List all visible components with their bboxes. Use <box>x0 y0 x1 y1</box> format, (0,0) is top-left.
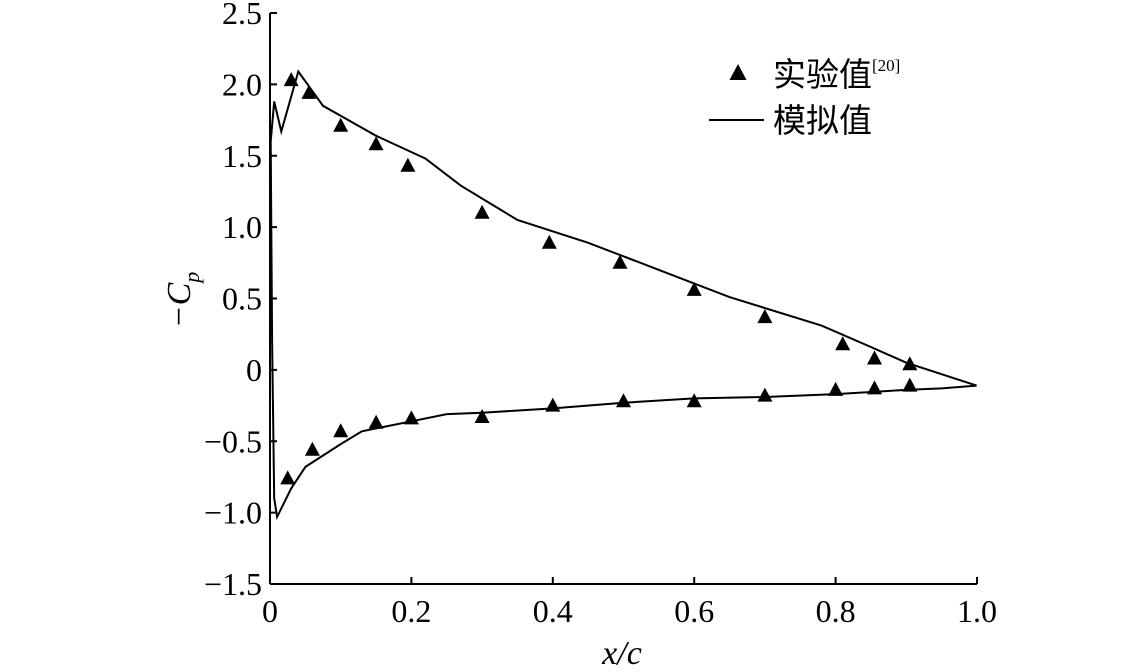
legend-item-simulated: 模拟值 <box>709 103 872 140</box>
y-tick-label: 1.5 <box>222 138 262 174</box>
experimental-point <box>400 157 416 172</box>
experimental-point <box>541 234 557 249</box>
legend-triangle-marker <box>729 64 747 80</box>
y-tick-label: 2.0 <box>222 66 262 102</box>
experimental-point <box>757 387 773 402</box>
simulated-series <box>269 69 977 521</box>
experimental-point <box>474 409 490 423</box>
legend-label-experimental-superscript: [20] <box>872 56 900 75</box>
experimental-point <box>686 393 702 408</box>
x-tick-label: 0.2 <box>391 593 431 629</box>
experimental-point <box>686 281 702 296</box>
y-tick-label: −0.5 <box>204 423 262 459</box>
experimental-point <box>867 380 882 395</box>
x-tick-label: 0.4 <box>533 593 573 629</box>
experimental-point <box>867 350 882 365</box>
experimental-point <box>902 377 918 392</box>
experimental-point <box>835 336 851 351</box>
y-axis-title-main: −C <box>161 282 198 328</box>
axes <box>269 12 978 585</box>
y-axis-title: −Cp <box>161 272 204 329</box>
y-tick-label: −1.0 <box>204 495 262 531</box>
experimental-point <box>333 117 349 132</box>
y-tick-label: 0.5 <box>222 281 262 317</box>
experimental-point <box>828 381 844 396</box>
y-tick-label: −1.5 <box>204 566 262 602</box>
experimental-point <box>757 309 773 324</box>
legend-label-experimental: 实验值[20] <box>773 56 900 94</box>
experimental-point <box>368 414 384 429</box>
experimental-point <box>301 84 317 99</box>
experimental-point <box>474 204 490 219</box>
simulated-line <box>269 69 977 521</box>
y-tick-label: 1.0 <box>222 209 262 245</box>
experimental-point <box>280 470 296 485</box>
y-tick-label: 0 <box>246 352 262 388</box>
y-axis-title-subscript: p <box>179 272 204 285</box>
experimental-point <box>304 441 320 456</box>
experimental-point <box>612 254 628 269</box>
experimental-point <box>283 72 299 87</box>
legend-item-experimental: 实验值[20] <box>729 56 900 94</box>
experimental-point <box>403 410 419 425</box>
experimental-series <box>280 72 918 485</box>
x-tick-label: 0.6 <box>674 593 714 629</box>
experimental-point <box>616 393 631 408</box>
legend: 实验值[20] 模拟值 <box>709 56 900 140</box>
legend-label-experimental-text: 实验值 <box>773 57 872 94</box>
legend-label-simulated: 模拟值 <box>773 103 872 140</box>
x-tick-label: 1.0 <box>957 593 997 629</box>
experimental-point <box>333 423 349 438</box>
experimental-point <box>545 397 561 412</box>
y-tick-label: 2.5 <box>222 0 262 31</box>
x-axis-title: x/c <box>601 635 642 667</box>
tick-labels: −1.5 −1.0 −0.5 0 0.5 1.0 1.5 2.0 2.5 0 0.2 0.4 0.6 0.… <box>204 0 997 629</box>
experimental-point <box>368 136 384 151</box>
x-tick-label: 0 <box>262 593 278 629</box>
x-tick-label: 0.8 <box>816 593 856 629</box>
experimental-point <box>902 356 918 371</box>
